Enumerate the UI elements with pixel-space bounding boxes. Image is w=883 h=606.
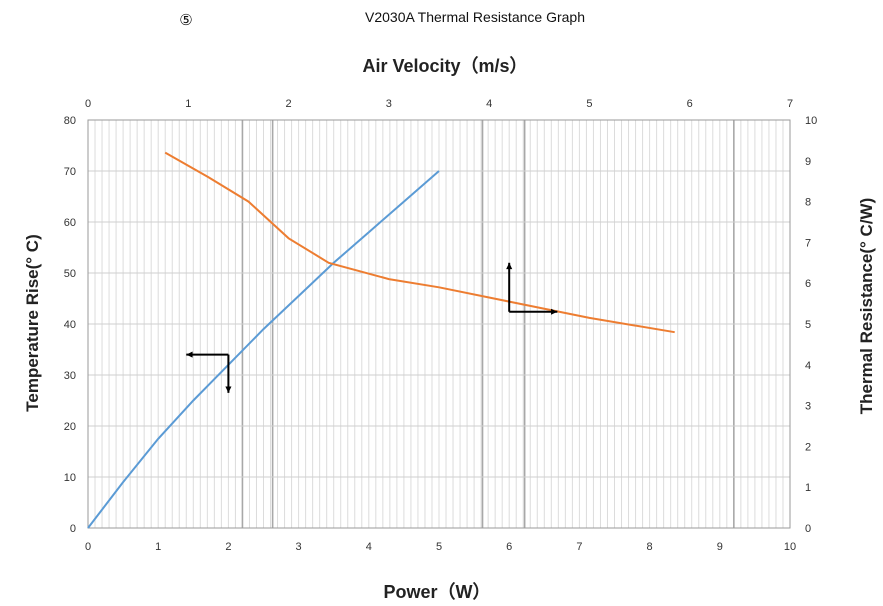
top-axis-title: Air Velocity（m/s） — [362, 56, 527, 76]
down-pointing-arrow-head — [225, 386, 232, 393]
left-axis-tick-label: 20 — [64, 421, 76, 433]
right-axis-tick-label: 0 — [805, 523, 811, 535]
bottom-axis-tick-label: 8 — [647, 541, 653, 553]
right-axis-tick-label: 2 — [805, 441, 811, 453]
top-axis-tick-label: 4 — [486, 98, 492, 110]
bottom-axis-tick-label: 6 — [506, 541, 512, 553]
left-axis-tick-label: 80 — [64, 115, 76, 127]
tick-labels: 0 1 2 3 4 5 6 7 8 9 100 1 2 3 4 5 6 701020304050607080012… — [64, 98, 818, 553]
bottom-axis-title: Power（W） — [383, 582, 490, 602]
figure-number-badge: ⑤ — [179, 11, 192, 29]
right-axis-tick-label: 3 — [805, 401, 811, 413]
bottom-axis-tick-label: 0 — [85, 541, 91, 553]
left-axis-tick-label: 60 — [64, 217, 76, 229]
temperature-rise-line — [87, 170, 440, 529]
data-series — [87, 151, 675, 529]
left-axis-title: Temperature Rise(° C) — [23, 234, 42, 411]
chart-title: V2030A Thermal Resistance Graph — [365, 9, 585, 25]
top-axis-tick-label: 3 — [386, 98, 392, 110]
bottom-axis-tick-label: 10 — [784, 541, 796, 553]
axis-indicator-arrows — [186, 262, 558, 393]
thermal-resistance-line — [164, 151, 675, 334]
left-axis-tick-label: 30 — [64, 370, 76, 382]
bottom-axis-tick-label: 1 — [155, 541, 161, 553]
bottom-axis-tick-label: 9 — [717, 541, 723, 553]
bottom-axis-tick-label: 3 — [296, 541, 302, 553]
top-axis-tick-label: 1 — [185, 98, 191, 110]
left-axis-tick-label: 40 — [64, 319, 76, 331]
top-axis-tick-label: 6 — [687, 98, 693, 110]
grid-lines — [87, 119, 791, 529]
left-axis-tick-label: 50 — [64, 268, 76, 280]
right-axis-tick-label: 6 — [805, 278, 811, 290]
right-axis-tick-label: 5 — [805, 319, 811, 331]
right-axis-tick-label: 7 — [805, 237, 811, 249]
top-axis-tick-label: 7 — [787, 98, 793, 110]
right-axis-tick-label: 9 — [805, 156, 811, 168]
right-axis-tick-label: 4 — [805, 360, 811, 372]
bottom-axis-tick-label: 5 — [436, 541, 442, 553]
up-pointing-arrow-head — [506, 262, 513, 270]
right-axis-tick-label: 8 — [805, 197, 811, 209]
left-axis-tick-label: 10 — [64, 472, 76, 484]
right-axis-tick-label: 1 — [805, 482, 811, 494]
plot-border — [87, 119, 791, 529]
right-axis-title: Thermal Resistance(° C/W) — [857, 198, 876, 415]
bottom-axis-tick-label: 4 — [366, 541, 372, 553]
bottom-axis-tick-label: 7 — [576, 541, 582, 553]
top-axis-tick-label: 2 — [286, 98, 292, 110]
left-axis-tick-label: 0 — [70, 523, 76, 535]
top-axis-tick-label: 0 — [85, 98, 91, 110]
right-pointing-arrow-head — [551, 308, 558, 315]
right-axis-tick-label: 10 — [805, 115, 817, 127]
bottom-axis-tick-label: 2 — [225, 541, 231, 553]
left-axis-tick-label: 70 — [64, 166, 76, 178]
top-axis-tick-label: 5 — [586, 98, 592, 110]
left-pointing-arrow-head — [186, 351, 193, 358]
